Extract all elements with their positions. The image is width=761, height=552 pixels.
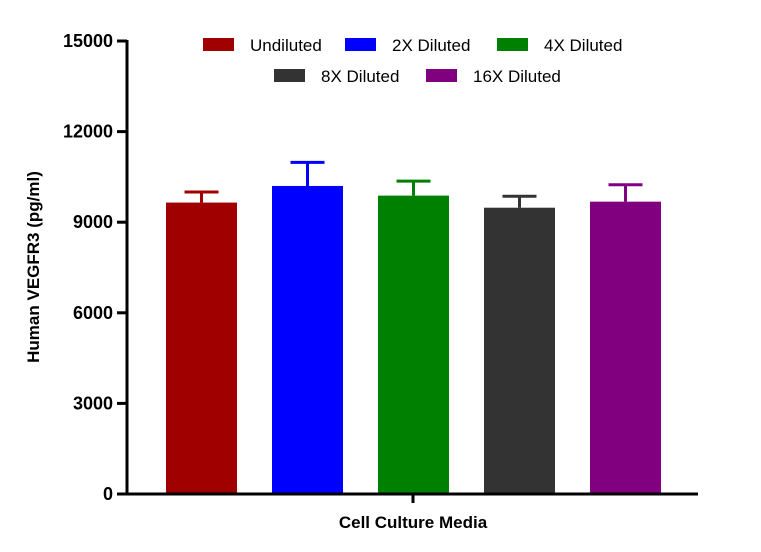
y-axis-title: Human VEGFR3 (pg/ml) <box>24 171 43 363</box>
legend-item-2x-diluted: 2X Diluted <box>345 36 470 55</box>
legend-swatch <box>345 38 376 51</box>
y-tick-label-3000: 3000 <box>73 393 113 413</box>
legend-swatch <box>274 69 305 82</box>
legend-swatch <box>426 69 457 82</box>
legend-item-16x-diluted: 16X Diluted <box>426 67 561 86</box>
y-tick-label-6000: 6000 <box>73 303 113 323</box>
legend-label: 2X Diluted <box>392 36 470 55</box>
legend-swatch <box>203 38 234 51</box>
error-bar-8x-diluted <box>502 194 537 208</box>
y-tick-label-12000: 12000 <box>63 122 113 142</box>
legend-item-4x-diluted: 4X Diluted <box>497 36 622 55</box>
bar-8x-diluted <box>484 207 555 495</box>
legend-label: 4X Diluted <box>544 36 622 55</box>
legend-swatch <box>497 38 528 51</box>
bar-16x-diluted <box>590 201 661 494</box>
legend-item-8x-diluted: 8X Diluted <box>274 67 399 86</box>
legend-label: 16X Diluted <box>473 67 561 86</box>
error-bar-4x-diluted <box>396 179 431 196</box>
legend-label: Undiluted <box>250 36 322 55</box>
y-ticks-group: 0 3000 6000 9000 12000 15000 <box>63 31 127 504</box>
bars-group <box>166 185 661 495</box>
legend: Undiluted 2X Diluted 4X Diluted 8X Diluted 1… <box>203 36 622 86</box>
legend-item-undiluted: Undiluted <box>203 36 322 55</box>
axes-group <box>125 40 698 503</box>
y-tick-label-0: 0 <box>103 484 113 504</box>
legend-label: 8X Diluted <box>321 67 399 86</box>
bar-undiluted <box>166 202 237 494</box>
bar-4x-diluted <box>378 195 449 494</box>
y-tick-label-15000: 15000 <box>63 31 113 51</box>
bar-2x-diluted <box>272 185 343 494</box>
y-tick-label-9000: 9000 <box>73 212 113 232</box>
error-bar-16x-diluted <box>608 183 643 202</box>
error-bar-undiluted <box>184 190 219 203</box>
error-bar-2x-diluted <box>290 160 325 186</box>
x-axis-title: Cell Culture Media <box>339 513 488 532</box>
error-bars-group <box>184 160 643 208</box>
